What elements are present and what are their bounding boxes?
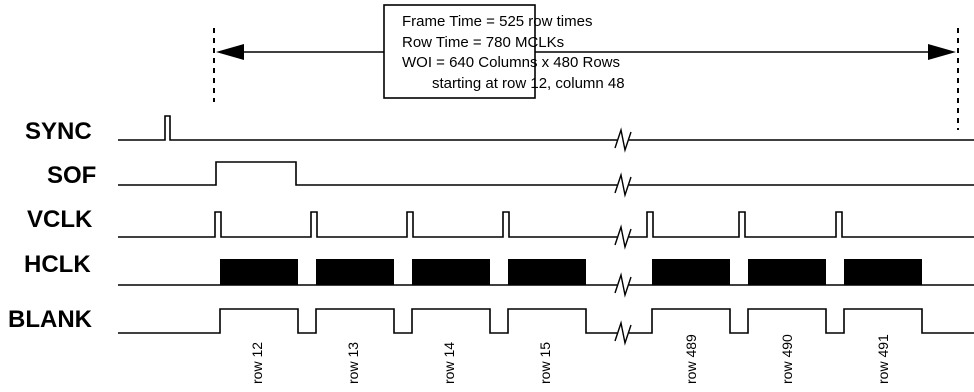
hclk-burst-row-12 — [220, 259, 298, 285]
row-label-12: row 12 — [249, 342, 265, 384]
woi-start-text: starting at row 12, column 48 — [432, 75, 625, 92]
blank-label: BLANK — [8, 306, 93, 333]
vclk-label: VCLK — [27, 206, 93, 233]
hclk-burst-row-491 — [844, 259, 922, 285]
row-label-15: row 15 — [537, 342, 553, 384]
sync-waveform — [118, 115, 974, 153]
row-label-489: row 489 — [683, 334, 699, 384]
hclk-burst-row-13 — [316, 259, 394, 285]
row-label-14: row 14 — [441, 342, 457, 384]
sof-waveform — [118, 161, 974, 198]
row-label-13: row 13 — [345, 342, 361, 384]
hclk-burst-row-14 — [412, 259, 490, 285]
row-label-490: row 490 — [779, 334, 795, 384]
row-time-text: Row Time = 780 MCLKs — [402, 34, 564, 51]
sof-label: SOF — [47, 162, 96, 189]
hclk-burst-row-489 — [652, 259, 730, 285]
hclk-burst-row-15 — [508, 259, 586, 285]
hclk-burst-row-490 — [748, 259, 826, 285]
frame-info-box: Frame Time = 525 row times Row Time = 78… — [383, 4, 625, 99]
row-label-491: row 491 — [875, 334, 891, 384]
sync-label: SYNC — [25, 118, 92, 145]
woi-text: WOI = 640 Columns x 480 Rows — [402, 54, 620, 71]
hclk-waveform — [118, 259, 974, 298]
frame-time-text: Frame Time = 525 row times — [402, 13, 592, 30]
frame-time-arrow — [216, 44, 956, 60]
blank-waveform — [118, 308, 974, 346]
vclk-waveform — [118, 211, 974, 250]
hclk-label: HCLK — [24, 251, 91, 278]
